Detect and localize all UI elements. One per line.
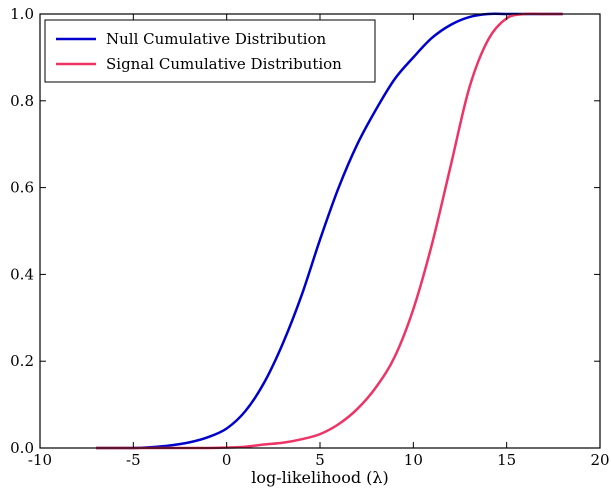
- y-tick-label: 0.6: [10, 179, 34, 197]
- series-line-1: [96, 12, 563, 450]
- x-tick-label: -10: [28, 451, 52, 469]
- y-tick-label: 0.8: [10, 92, 34, 110]
- x-tick-label: 0: [222, 451, 232, 469]
- legend-label-null: Null Cumulative Distribution: [106, 30, 326, 48]
- x-tick-label: 5: [315, 451, 325, 469]
- y-tick-label: 0.2: [10, 352, 34, 370]
- legend: Null Cumulative Distribution Signal Cumu…: [44, 19, 376, 83]
- plot-area: [40, 14, 600, 448]
- x-tick-label: 20: [590, 451, 609, 469]
- legend-box: [44, 19, 376, 83]
- x-tick-label: -5: [126, 451, 141, 469]
- y-tick-label: 0.0: [10, 439, 34, 457]
- y-tick-label: 1.0: [10, 5, 34, 23]
- x-tick-label: 10: [404, 451, 423, 469]
- x-tick-label: 15: [497, 451, 516, 469]
- x-axis-title: log-likelihood (λ): [251, 468, 389, 487]
- y-tick-label: 0.4: [10, 265, 34, 283]
- legend-label-signal: Signal Cumulative Distribution: [106, 55, 342, 73]
- tick-layer: -10 -5 0 5 10 15 20 0.0 0.2 0.4 0.6 0.8 1.0: [10, 5, 609, 469]
